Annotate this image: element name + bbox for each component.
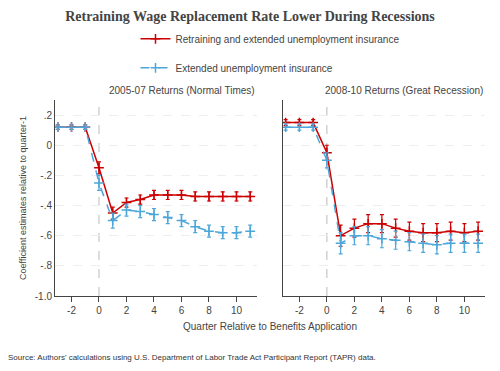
svg-text:-2: -2	[295, 305, 304, 316]
svg-text:Retraining Wage Replacement Ra: Retraining Wage Replacement Rate Lower D…	[65, 9, 435, 24]
svg-text:-2: -2	[67, 305, 76, 316]
svg-text:Coefficient estimates relative: Coefficient estimates relative to quarte…	[18, 116, 28, 280]
svg-text:-.8: -.8	[40, 260, 52, 271]
svg-text:4: 4	[379, 305, 385, 316]
svg-text:8: 8	[434, 305, 440, 316]
svg-text:-.4: -.4	[40, 200, 52, 211]
svg-text:2: 2	[124, 305, 130, 316]
svg-text:Retraining and extended unempl: Retraining and extended unemployment ins…	[176, 34, 400, 45]
svg-text:0: 0	[46, 140, 52, 151]
svg-text:0: 0	[324, 305, 330, 316]
svg-text:10: 10	[231, 305, 243, 316]
svg-text:6: 6	[179, 305, 185, 316]
svg-text:-1.0: -1.0	[35, 291, 53, 302]
svg-text:Quarter Relative to Benefits A: Quarter Relative to Benefits Application	[183, 321, 357, 332]
svg-text:0: 0	[96, 305, 102, 316]
svg-text:10: 10	[459, 305, 471, 316]
svg-text:2: 2	[352, 305, 358, 316]
svg-text:-.2: -.2	[40, 170, 52, 181]
svg-text:6: 6	[407, 305, 413, 316]
svg-text:2008-10 Returns (Great Recessi: 2008-10 Returns (Great Recession)	[325, 85, 483, 96]
svg-text:2005-07 Returns (Normal Times): 2005-07 Returns (Normal Times)	[109, 85, 255, 96]
svg-text:-.6: -.6	[40, 230, 52, 241]
svg-text:8: 8	[206, 305, 212, 316]
svg-text:Extended unemployment insuranc: Extended unemployment insurance	[176, 63, 333, 74]
svg-text:.2: .2	[44, 110, 53, 121]
svg-text:Source: Authors' calculations: Source: Authors' calculations using U.S.…	[8, 353, 376, 362]
svg-text:4: 4	[151, 305, 157, 316]
